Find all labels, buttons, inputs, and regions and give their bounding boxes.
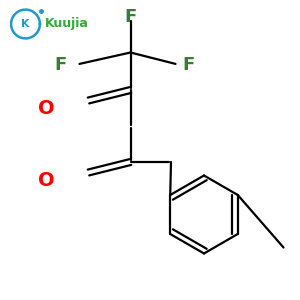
Text: F: F bbox=[183, 56, 195, 74]
Text: F: F bbox=[124, 8, 136, 26]
Text: F: F bbox=[54, 56, 66, 74]
Text: O: O bbox=[38, 170, 55, 190]
Text: Kuujia: Kuujia bbox=[44, 17, 88, 31]
Text: O: O bbox=[38, 98, 55, 118]
Text: K: K bbox=[21, 19, 30, 29]
